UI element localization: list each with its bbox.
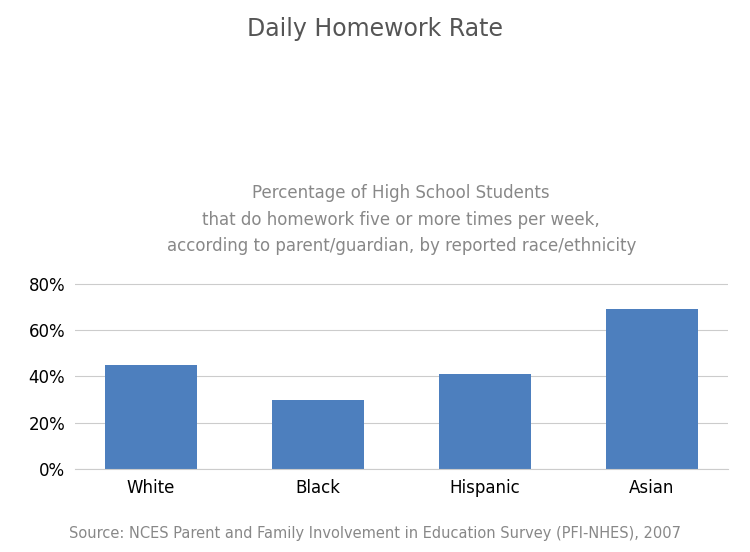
Bar — [272, 400, 364, 469]
Text: Daily Homework Rate: Daily Homework Rate — [247, 17, 503, 40]
Text: Source: NCES Parent and Family Involvement in Education Survey (PFI-NHES), 2007: Source: NCES Parent and Family Involveme… — [69, 526, 681, 541]
Title: Percentage of High School Students
that do homework five or more times per week,: Percentage of High School Students that … — [166, 184, 636, 255]
Bar — [439, 374, 531, 469]
Bar — [606, 309, 698, 469]
Bar — [105, 365, 196, 469]
